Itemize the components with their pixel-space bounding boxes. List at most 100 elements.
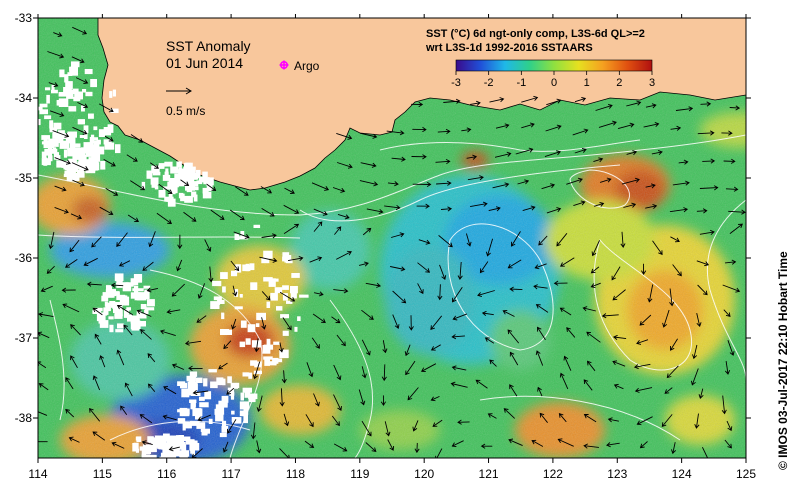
- current-vector-arrow: [639, 441, 648, 449]
- map-date: 01 Jun 2014: [166, 55, 243, 71]
- current-vector-arrow: [727, 340, 735, 356]
- no-data-cell: [79, 135, 88, 138]
- no-data-cell: [133, 274, 143, 283]
- current-vector-arrow: [583, 414, 597, 423]
- current-vector-arrow: [439, 264, 447, 280]
- current-vector-arrow: [725, 186, 739, 192]
- copyright-credit: © IMOS 03-Jul-2017 22:10 Hobart Time: [776, 251, 790, 470]
- current-vector-arrow: [457, 261, 463, 281]
- current-vector-arrow: [65, 408, 75, 418]
- current-vector-arrow: [452, 313, 468, 321]
- current-vector-arrow: [333, 288, 349, 294]
- current-vector-arrow: [282, 317, 292, 331]
- no-data-cell: [105, 302, 111, 312]
- no-data-cell: [108, 316, 114, 320]
- no-data-cell: [158, 163, 165, 169]
- no-data-cell: [189, 186, 199, 191]
- no-data-cell: [91, 151, 97, 161]
- current-vector-arrow: [489, 359, 497, 367]
- no-data-cell: [244, 392, 251, 398]
- current-vector-arrow: [362, 227, 372, 236]
- current-vector-arrow: [116, 232, 128, 247]
- current-vector-arrow: [467, 175, 484, 181]
- current-vector-arrow: [414, 442, 420, 454]
- current-vector-arrow: [147, 383, 156, 392]
- no-data-cell: [222, 378, 226, 386]
- current-vector-arrow: [222, 441, 229, 453]
- no-data-cell: [270, 292, 278, 301]
- current-vector-arrow: [411, 101, 424, 108]
- current-vector-arrow: [484, 337, 495, 344]
- no-data-cell: [91, 137, 98, 141]
- colorbar-tick-label: -3: [451, 77, 461, 89]
- no-data-cell: [53, 152, 59, 160]
- current-vector-arrow: [430, 344, 441, 351]
- no-data-cell: [139, 446, 144, 451]
- current-vector-arrow: [404, 344, 411, 357]
- current-vector-arrow: [40, 285, 53, 293]
- no-data-cell: [196, 169, 201, 179]
- current-vector-arrow: [337, 213, 350, 220]
- current-vector-arrow: [278, 342, 284, 353]
- no-data-cell: [112, 302, 121, 309]
- no-data-cell: [80, 164, 89, 171]
- no-data-cell: [199, 402, 209, 408]
- current-vector-arrow: [479, 261, 489, 274]
- current-vector-arrow: [279, 291, 296, 302]
- current-vector-arrow: [670, 338, 678, 351]
- current-vector-arrow: [72, 179, 85, 187]
- current-vector-arrow: [116, 349, 125, 366]
- current-vector-arrow: [461, 127, 472, 133]
- current-vector-arrow: [256, 395, 263, 413]
- colorbar-tick-label: 2: [616, 77, 622, 89]
- no-data-cell: [181, 444, 187, 454]
- no-data-cell: [112, 89, 116, 97]
- no-data-cell: [67, 72, 73, 76]
- current-vector-arrow: [670, 125, 682, 131]
- current-vector-arrow: [521, 122, 535, 129]
- no-data-cell: [191, 402, 196, 407]
- no-data-cell: [172, 450, 182, 457]
- no-data-cell: [102, 292, 108, 301]
- no-data-cell: [239, 294, 243, 298]
- current-vector-arrow: [488, 206, 501, 212]
- x-tick-label: 120: [414, 467, 434, 481]
- current-vector-arrow: [387, 181, 399, 187]
- current-vector-arrow: [645, 103, 657, 109]
- current-vector-arrow: [365, 282, 382, 288]
- current-vector-arrow: [509, 286, 523, 292]
- no-data-cell: [103, 127, 112, 136]
- no-data-cell: [103, 307, 108, 316]
- no-data-cell: [243, 415, 248, 424]
- current-vector-arrow: [537, 386, 543, 397]
- current-vector-arrow: [380, 395, 386, 407]
- no-data-cell: [170, 166, 179, 174]
- no-data-cell: [109, 301, 116, 306]
- current-vector-arrow: [435, 159, 451, 165]
- current-vector-arrow: [545, 124, 562, 132]
- velocity-scale: 0.5 m/s: [166, 87, 205, 118]
- no-data-cell: [113, 307, 123, 314]
- no-data-cell: [52, 133, 62, 139]
- no-data-cell: [213, 296, 222, 301]
- x-tick-label: 114: [28, 467, 47, 481]
- current-vector-arrow: [466, 154, 478, 160]
- current-vector-arrow: [387, 439, 395, 451]
- no-data-cell: [135, 448, 139, 453]
- no-data-cell: [147, 299, 155, 307]
- current-vector-arrow: [183, 211, 197, 222]
- no-data-cell: [72, 88, 79, 94]
- current-vector-arrow: [634, 387, 653, 393]
- current-vector-arrow: [261, 291, 271, 301]
- x-tick-label: 124: [672, 467, 692, 481]
- current-vector-arrow: [48, 82, 59, 88]
- no-data-cell: [51, 84, 55, 92]
- current-vector-arrow: [538, 235, 548, 246]
- no-data-cell: [158, 190, 166, 198]
- current-vector-arrow: [566, 327, 576, 338]
- current-vector-arrow: [284, 187, 295, 194]
- no-data-cell: [248, 372, 253, 379]
- no-data-cell: [165, 168, 169, 173]
- no-data-cell: [92, 310, 101, 314]
- no-data-cell: [222, 420, 227, 429]
